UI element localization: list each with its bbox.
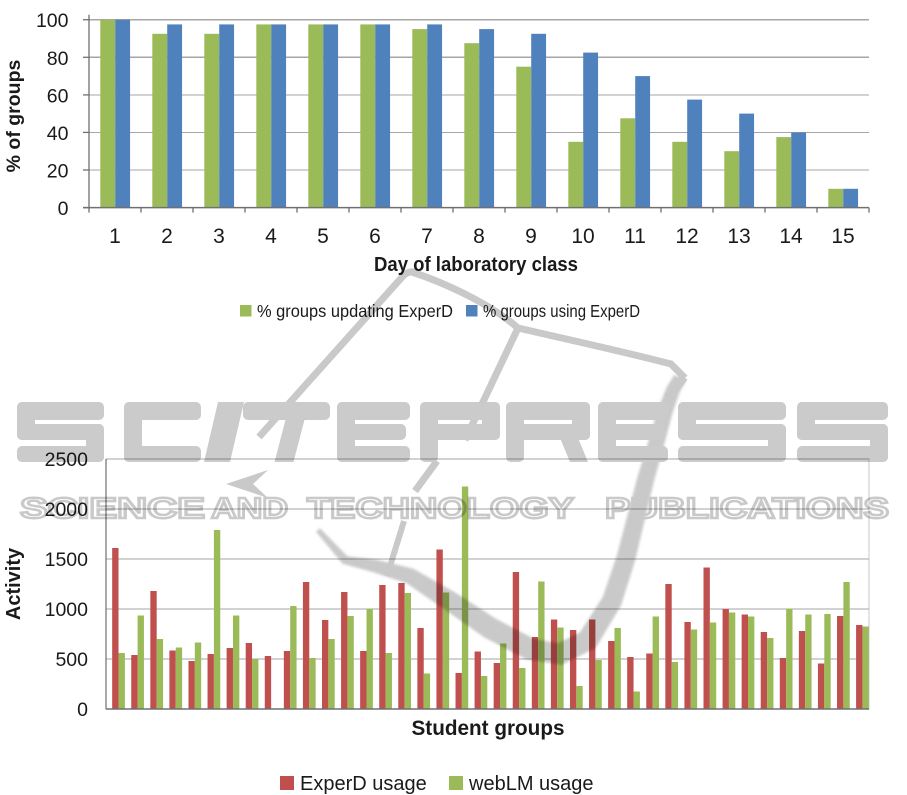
svg-text:7: 7	[421, 225, 433, 248]
svg-text:3: 3	[213, 225, 225, 248]
svg-text:% of groups: % of groups	[3, 60, 25, 173]
svg-text:% groups updating ExperD: % groups updating ExperD	[257, 301, 453, 321]
svg-text:1500: 1500	[45, 549, 89, 571]
svg-text:Student groups: Student groups	[412, 717, 565, 740]
svg-text:1: 1	[109, 225, 121, 248]
svg-text:8: 8	[473, 225, 485, 248]
svg-text:40: 40	[47, 123, 69, 145]
svg-text:0: 0	[58, 198, 69, 220]
svg-text:PUBLICATIONS: PUBLICATIONS	[605, 493, 889, 525]
svg-text:5: 5	[317, 225, 329, 248]
svg-text:10: 10	[571, 225, 594, 248]
svg-text:80: 80	[47, 48, 69, 70]
svg-text:1000: 1000	[45, 599, 89, 621]
svg-text:Day of laboratory class: Day of laboratory class	[374, 253, 578, 276]
svg-text:15: 15	[831, 225, 854, 248]
svg-text:12: 12	[675, 225, 698, 248]
svg-text:SCIENCE: SCIENCE	[20, 493, 205, 525]
svg-text:AND: AND	[211, 493, 288, 525]
svg-text:6: 6	[369, 225, 381, 248]
svg-text:9: 9	[525, 225, 537, 248]
svg-text:0: 0	[77, 699, 88, 721]
svg-text:4: 4	[265, 225, 277, 248]
svg-text:webLM usage: webLM usage	[468, 773, 594, 795]
svg-text:13: 13	[727, 225, 750, 248]
svg-text:20: 20	[47, 161, 69, 183]
svg-text:2: 2	[161, 225, 173, 248]
svg-text:14: 14	[779, 225, 803, 248]
svg-text:Activity: Activity	[3, 547, 25, 620]
svg-text:ExperD usage: ExperD usage	[300, 773, 427, 795]
svg-text:500: 500	[55, 649, 88, 671]
svg-text:100: 100	[36, 10, 69, 32]
svg-text:TECHNOLOGY: TECHNOLOGY	[307, 493, 574, 525]
svg-text:% groups using ExperD: % groups using ExperD	[483, 301, 640, 321]
svg-text:60: 60	[47, 85, 69, 107]
svg-text:11: 11	[624, 225, 646, 248]
svg-text:2000: 2000	[45, 499, 89, 521]
